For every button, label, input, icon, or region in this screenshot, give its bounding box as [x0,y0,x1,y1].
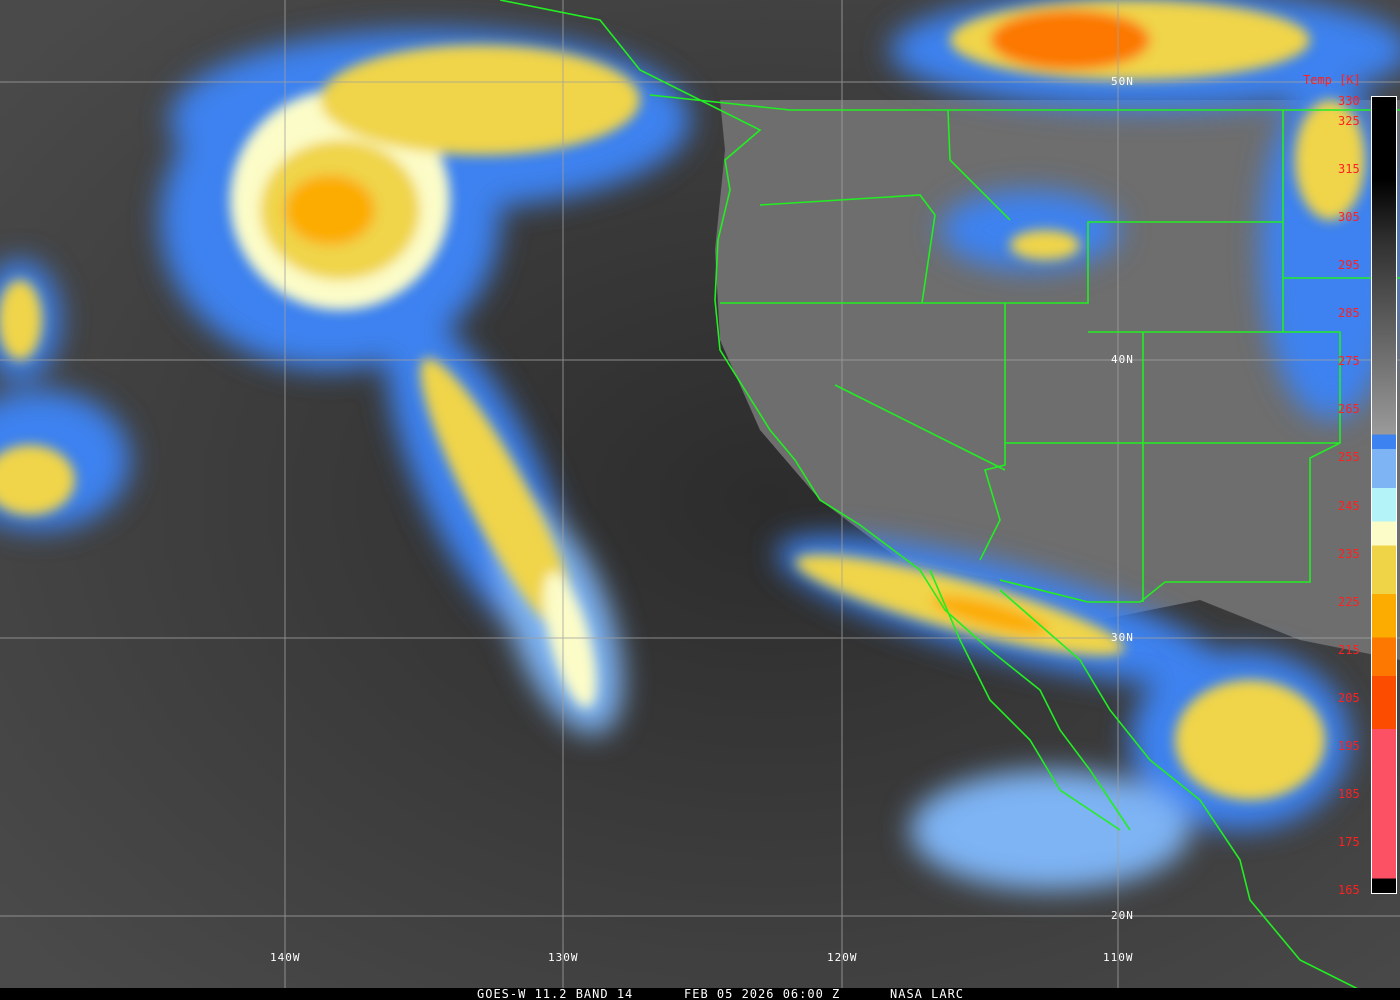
colorbar-tick: 235 [1338,546,1360,561]
colorbar-tick: 165 [1338,883,1360,897]
lat-label-50n: 50N [1111,75,1134,88]
satellite-band-label: GOES-W 11.2 BAND 14 [477,987,634,1000]
boundaries [499,0,1400,991]
lat-label-20n: 20N [1111,909,1134,922]
colorbar-tick: 275 [1338,354,1360,369]
colorbar-tick: 285 [1338,306,1360,321]
lat-label-40n: 40N [1111,353,1134,366]
lon-label-110w: 110W [1103,951,1134,964]
baja-coast [929,569,1121,831]
colorbar-tick: 225 [1338,594,1360,609]
lat-label-30n: 30N [1111,631,1134,644]
colorbar-tick: 215 [1338,642,1360,657]
us-canada-border [649,94,1400,111]
image-caption: GOES-W 11.2 BAND 14 FEB 05 2026 06:00 Z … [0,988,1400,1000]
land-mass [715,100,1400,660]
timestamp-label: FEB 05 2026 06:00 Z [684,987,841,1000]
temperature-colorbar [1371,96,1397,894]
colorbar-tick: 330 [1338,94,1360,108]
colorbar-tick: 295 [1338,258,1360,273]
colorbar-tick: 265 [1338,402,1360,417]
state-borders [720,109,1400,603]
colorbar-title: Temp [K] [1303,73,1361,87]
colorbar-tick: 325 [1338,114,1360,129]
lon-label-140w: 140W [270,951,301,964]
lon-label-130w: 130W [548,951,579,964]
credit-label: NASA LARC [890,987,965,1000]
colorbar-tick: 205 [1338,690,1360,705]
colorbar-tick: 195 [1338,738,1360,753]
coastline [499,0,1131,831]
colorbar-tick: 185 [1338,786,1360,801]
lon-label-120w: 120W [827,951,858,964]
colorbar-tick: 315 [1338,162,1360,177]
mexico-coast [999,589,1361,991]
colorbar-tick: 305 [1338,210,1360,225]
colorbar-tick: 175 [1338,834,1360,849]
colorbar-tick: 255 [1338,450,1360,465]
colorbar-tick: 245 [1338,498,1360,513]
